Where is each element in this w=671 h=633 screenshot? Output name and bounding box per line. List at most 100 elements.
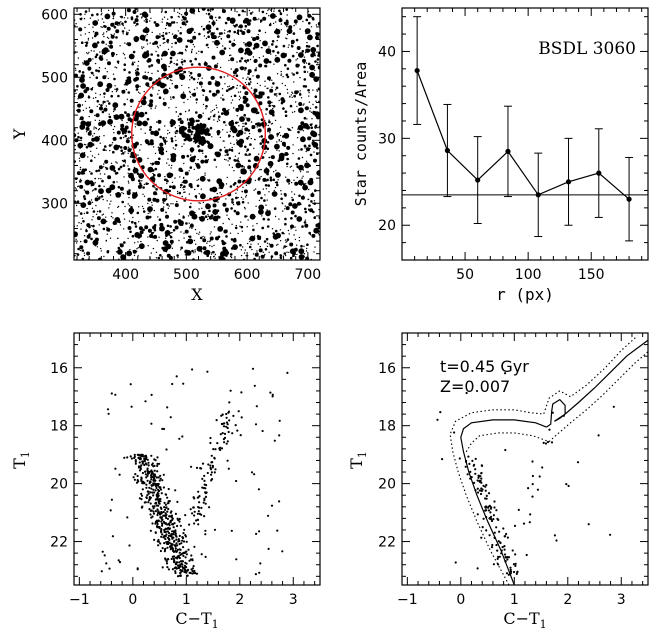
cmd-star	[191, 569, 194, 573]
field-star	[243, 113, 246, 117]
field-star	[263, 199, 266, 202]
field-star	[78, 157, 81, 159]
cmd-star	[197, 510, 200, 513]
cmd-star	[172, 526, 175, 529]
field-star	[287, 46, 289, 48]
field-star	[284, 152, 289, 156]
field-star	[77, 142, 84, 149]
y-axis-label: Y	[10, 128, 29, 140]
cmd-star	[149, 496, 152, 499]
field-star	[303, 245, 305, 247]
field-star	[146, 33, 148, 36]
field-star	[246, 226, 248, 228]
cmd-star	[161, 479, 164, 482]
field-star	[313, 74, 315, 76]
field-star	[302, 195, 305, 197]
field-star	[109, 237, 112, 239]
field-star	[207, 35, 210, 39]
field-star	[242, 19, 247, 24]
field-star	[112, 180, 116, 184]
field-star	[169, 173, 174, 177]
field-star	[105, 167, 109, 170]
field-star	[113, 125, 116, 128]
field-star	[225, 198, 227, 200]
field-star	[315, 100, 317, 102]
cmd-star	[126, 516, 129, 519]
field-star	[143, 90, 145, 93]
field-star	[116, 162, 118, 164]
field-star	[237, 179, 242, 184]
field-star	[294, 214, 297, 218]
field-star	[239, 243, 242, 247]
field-star	[194, 57, 197, 61]
field-star	[101, 18, 104, 20]
field-star	[226, 34, 231, 39]
field-star	[308, 204, 311, 207]
field-star	[195, 195, 197, 197]
field-star	[167, 48, 170, 51]
field-star	[144, 111, 148, 115]
field-star	[126, 121, 128, 124]
cmd-star	[538, 475, 541, 478]
cmd-star	[144, 462, 147, 465]
field-star	[191, 223, 193, 225]
field-star	[137, 241, 139, 243]
field-star	[166, 162, 168, 164]
field-star	[122, 192, 125, 195]
field-star	[198, 193, 200, 195]
cmd-star	[216, 442, 219, 445]
field-star	[249, 240, 251, 243]
field-star	[117, 246, 121, 250]
field-star	[179, 117, 182, 121]
field-star	[252, 37, 257, 42]
x-tick-label: 0	[456, 592, 465, 608]
field-star	[98, 196, 101, 198]
field-star	[279, 11, 281, 13]
field-star	[147, 217, 149, 219]
field-star	[284, 63, 287, 67]
field-star	[243, 167, 245, 169]
cmd-star	[156, 513, 159, 517]
field-star	[269, 178, 273, 182]
field-star	[267, 218, 270, 221]
field-star	[275, 86, 279, 90]
field-star	[246, 137, 249, 140]
field-star	[212, 35, 217, 40]
field-star	[209, 236, 214, 241]
cmd-star	[149, 491, 152, 494]
field-star	[244, 11, 246, 13]
cmd-star	[159, 549, 162, 553]
field-star	[156, 121, 158, 123]
field-star	[124, 81, 129, 86]
cmd-star	[183, 564, 186, 567]
cmd-star	[185, 553, 188, 556]
field-star	[113, 132, 115, 134]
field-star	[283, 192, 287, 196]
field-star	[274, 186, 277, 189]
cmd-star	[154, 489, 157, 492]
field-star	[309, 153, 313, 157]
field-star	[268, 120, 271, 124]
field-star	[259, 142, 263, 145]
field-star	[115, 29, 120, 34]
x-tick-label: 1	[182, 592, 191, 608]
field-star	[228, 85, 230, 87]
field-star	[308, 92, 310, 94]
field-star	[215, 89, 220, 94]
field-star	[243, 189, 248, 194]
field-star	[149, 99, 154, 104]
field-star	[225, 242, 227, 244]
field-star	[236, 31, 240, 35]
field-star	[306, 118, 308, 120]
field-star	[302, 169, 305, 171]
field-star	[282, 107, 285, 110]
field-star	[277, 179, 279, 181]
field-star	[230, 238, 234, 241]
field-star	[258, 177, 261, 180]
field-star	[183, 162, 185, 165]
x-tick-label: 600	[234, 267, 261, 283]
field-star	[278, 140, 280, 142]
field-star	[175, 111, 177, 113]
field-star	[243, 252, 246, 254]
field-star	[298, 248, 305, 255]
